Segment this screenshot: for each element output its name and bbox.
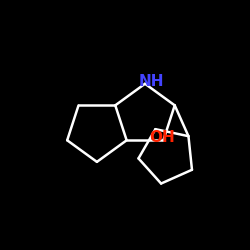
- Text: OH: OH: [149, 130, 175, 145]
- Text: NH: NH: [138, 74, 164, 89]
